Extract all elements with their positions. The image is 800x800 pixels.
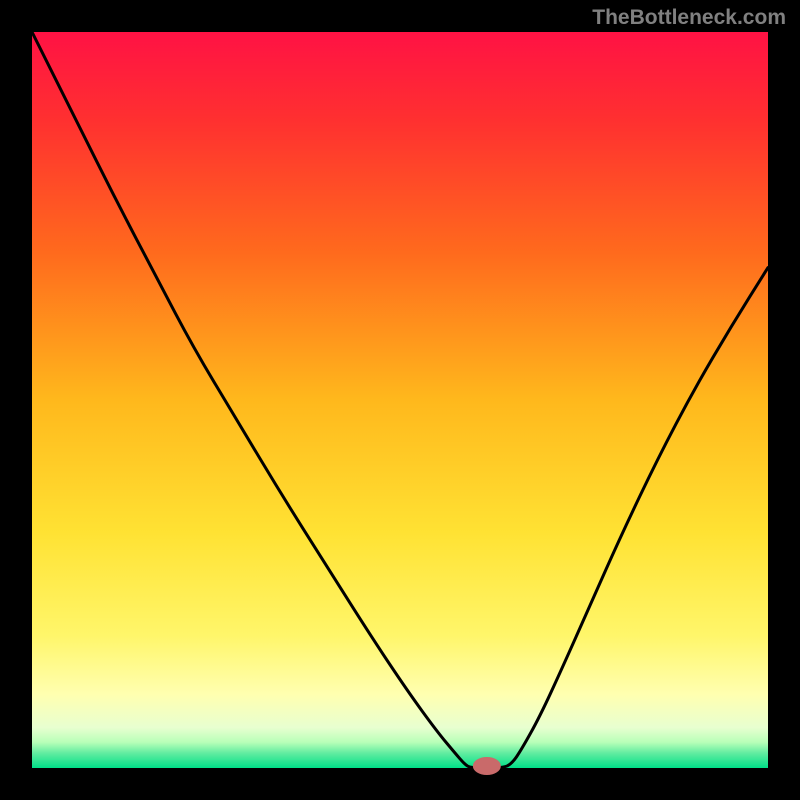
watermark-text: TheBottleneck.com: [592, 6, 786, 30]
chart-svg: [0, 0, 800, 800]
plot-background: [32, 32, 768, 768]
chart-container: { "watermark": { "text": "TheBottleneck.…: [0, 0, 800, 800]
optimal-marker: [473, 757, 501, 775]
